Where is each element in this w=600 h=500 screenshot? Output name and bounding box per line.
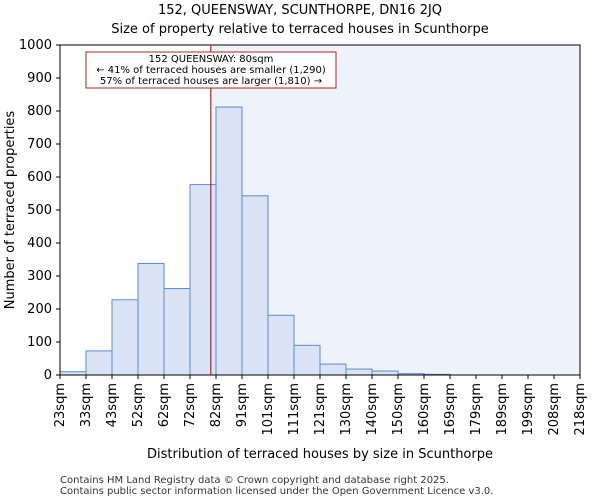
x-tick-label: 52sqm <box>131 383 146 427</box>
bar <box>345 368 373 376</box>
plot-area: 0 100 200 300 400 500 600 700 800 900 1000 23sqm 33s… <box>19 38 588 436</box>
bar <box>267 314 295 376</box>
annotation-line-2: ← 41% of terraced houses are smaller (1,… <box>96 65 326 76</box>
x-tick-label: 169sqm <box>443 383 458 436</box>
y-tick-label: 1000 <box>19 38 52 53</box>
y-tick-label: 700 <box>27 137 52 152</box>
y-tick-label: 500 <box>27 203 52 218</box>
x-tick-label: 218sqm <box>573 383 588 436</box>
y-axis-label: Number of terraced properties <box>3 111 18 310</box>
bar <box>319 363 347 376</box>
chart-title: 152, QUEENSWAY, SCUNTHORPE, DN16 2JQ <box>158 3 442 18</box>
x-tick-label: 140sqm <box>365 383 380 436</box>
x-tick-label: 23sqm <box>53 383 68 427</box>
x-tick-label: 130sqm <box>339 383 354 436</box>
x-tick-label: 82sqm <box>209 383 224 427</box>
bar <box>163 288 191 376</box>
x-tick-label: 91sqm <box>235 383 250 427</box>
bar <box>293 344 321 376</box>
y-tick-label: 800 <box>27 104 52 119</box>
x-tick-label: 43sqm <box>105 383 120 427</box>
bar <box>85 350 113 376</box>
footer-line-1: Contains HM Land Registry data © Crown c… <box>60 475 449 486</box>
bar <box>371 370 399 376</box>
x-tick-label: 33sqm <box>79 383 94 427</box>
x-axis-label: Distribution of terraced houses by size … <box>147 447 493 462</box>
x-tick-label: 62sqm <box>157 383 172 427</box>
x-tick-label: 72sqm <box>183 383 198 427</box>
x-tick-label: 111sqm <box>287 383 302 436</box>
x-tick-label: 121sqm <box>313 383 328 436</box>
bar <box>241 195 269 376</box>
annotation-line-3: 57% of terraced houses are larger (1,810… <box>100 76 322 87</box>
y-tick-label: 300 <box>27 269 52 284</box>
bar <box>189 184 217 376</box>
y-tick-label: 200 <box>27 302 52 317</box>
x-tick-label: 101sqm <box>261 383 276 436</box>
y-tick-label: 400 <box>27 236 52 251</box>
x-tick-label: 208sqm <box>547 383 562 436</box>
x-tick-label: 199sqm <box>521 383 536 436</box>
x-tick-label: 160sqm <box>417 383 432 436</box>
y-tick-label: 100 <box>27 335 52 350</box>
annotation-box <box>85 51 337 89</box>
y-tick-label: 0 <box>44 368 52 383</box>
annotation-line-1: 152 QUEENSWAY: 80sqm <box>149 54 274 65</box>
bar <box>137 262 165 376</box>
x-tick-label: 179sqm <box>469 383 484 436</box>
bar <box>111 299 139 376</box>
x-tick-label: 189sqm <box>495 383 510 436</box>
y-tick-label: 600 <box>27 170 52 185</box>
y-tick-label: 900 <box>27 71 52 86</box>
chart-subtitle: Size of property relative to terraced ho… <box>111 22 489 37</box>
footer-line-2: Contains public sector information licen… <box>60 486 493 497</box>
x-tick-label: 150sqm <box>391 383 406 436</box>
bar <box>215 106 243 376</box>
